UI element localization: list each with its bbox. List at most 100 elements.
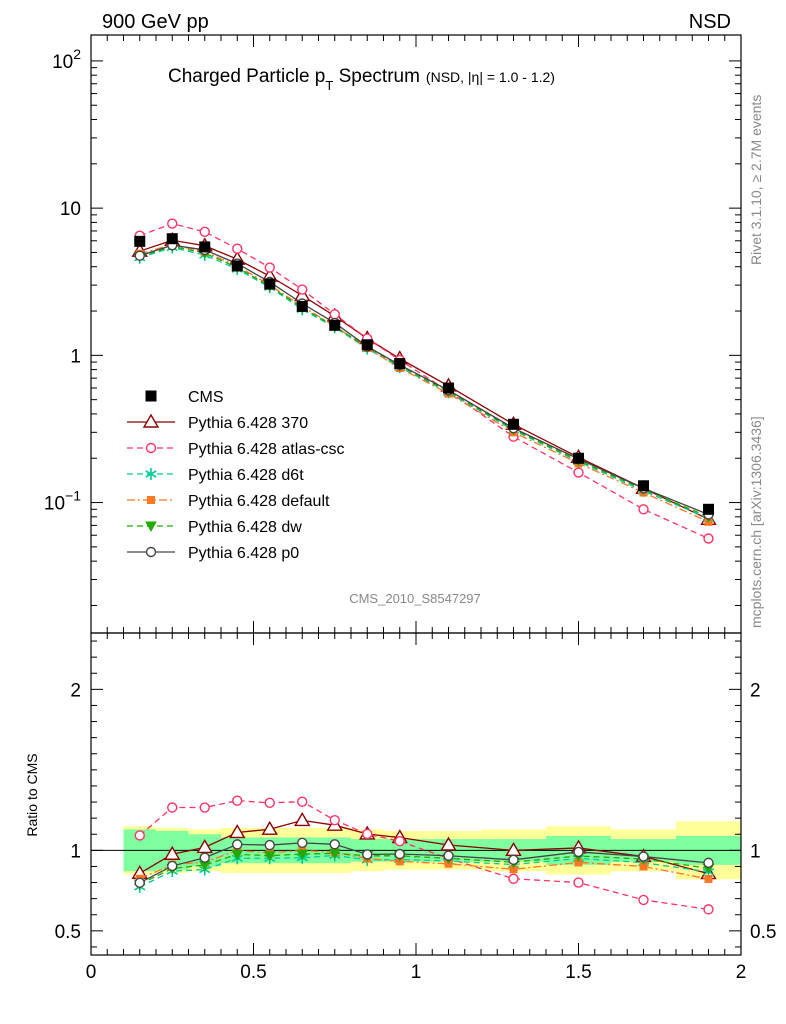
- legend-marker: [147, 496, 155, 504]
- star-stroke: [145, 470, 157, 478]
- x-tick-label: 1: [411, 962, 422, 983]
- ratio-series-line: [139, 854, 709, 888]
- cms-data-point: [394, 358, 406, 370]
- ratio-series-point: [394, 836, 405, 847]
- series-point: [232, 243, 243, 254]
- x-tick-label: 2: [736, 962, 747, 983]
- x-tick-label: 0.5: [240, 962, 266, 983]
- y-tick-label: 1: [70, 346, 81, 367]
- ratio-series-point: [329, 814, 340, 826]
- ratio-series-point: [264, 797, 275, 809]
- series-line: [139, 245, 709, 518]
- ratio-series-point: [509, 865, 518, 874]
- series-point: [638, 504, 649, 515]
- legend-entry-label: Pythia 6.428 370: [188, 415, 308, 432]
- ratio-y-tick-label-right: 1: [750, 841, 761, 862]
- series-point: [264, 262, 275, 273]
- legend-marker: [145, 442, 157, 454]
- header-left: 900 GeV pp: [102, 11, 209, 33]
- legend-entry-label: Pythia 6.428 d6t: [188, 467, 304, 484]
- legend-entry-label: Pythia 6.428 dw: [188, 519, 302, 536]
- ratio-y-tick-label-right: 2: [750, 680, 761, 701]
- chart-title: Charged Particle pT Spectrum (NSD, |η| = …: [168, 66, 555, 93]
- ratio-y-tick-label: 1: [70, 841, 81, 862]
- ratio-series-point: [167, 802, 178, 813]
- cms-data-point: [508, 418, 519, 430]
- ratio-series-point: [263, 851, 276, 862]
- ratio-series-point: [199, 852, 210, 863]
- ratio-series-point: [297, 837, 308, 849]
- y-tick-label: 10−1: [44, 488, 81, 515]
- legend: CMS Pythia 6.428 370 Pythia 6.428 atlas-cs…: [127, 389, 345, 562]
- ratio-series-point: [362, 849, 373, 860]
- ratio-series-line: [139, 852, 709, 885]
- ratio-series-point: [639, 862, 648, 871]
- cms-data-point: [638, 480, 649, 492]
- cms-data-point: [443, 382, 454, 394]
- legend-marker: [142, 413, 160, 428]
- ratio-series-point: [264, 839, 275, 851]
- ratio-y-axis-label: Ratio to CMS: [24, 753, 40, 836]
- ratio-series-point: [134, 830, 145, 841]
- ratio-series-point: [443, 850, 454, 861]
- cms-data-point: [231, 260, 243, 272]
- cms-data-point: [264, 278, 276, 290]
- ratio-series-line: [139, 800, 709, 911]
- ratio-series-point: [229, 824, 246, 839]
- ratio-series-point: [573, 877, 584, 888]
- cms-data-point: [703, 503, 714, 515]
- cms-data-point: [199, 241, 211, 253]
- cms-data-point: [329, 319, 341, 331]
- cms-data-point: [361, 339, 373, 351]
- series-point: [703, 533, 714, 544]
- ratio-y-tick-label-right: 0.5: [750, 922, 776, 943]
- legend-entry-label: CMS: [188, 389, 224, 406]
- ratio-series-point: [134, 877, 145, 889]
- ratio-series-point: [164, 845, 181, 860]
- series-line: [139, 222, 709, 540]
- legend-entry-label: Pythia 6.428 default: [188, 493, 330, 510]
- ratio-series-point: [704, 874, 713, 883]
- mcplots-label: mcplots.cern.ch [arXiv:1306.3436]: [748, 416, 764, 628]
- ratio-series-point: [196, 839, 213, 854]
- y-tick-label: 102: [52, 46, 81, 73]
- ratio-series-point: [638, 894, 649, 906]
- ratio-series-point: [294, 812, 311, 827]
- ratio-series-point: [232, 839, 243, 850]
- ratio-series-line: [139, 849, 709, 880]
- ratio-series-point: [232, 795, 243, 806]
- main-plot-frame: [90, 34, 742, 634]
- legend-marker: [145, 546, 157, 558]
- legend-entry-label: Pythia 6.428 p0: [188, 545, 299, 562]
- ratio-series-point: [231, 849, 244, 861]
- ratio-series-point: [362, 828, 373, 840]
- series-point: [297, 284, 308, 295]
- cms-data-point: [166, 233, 178, 245]
- ratio-series-point: [508, 873, 519, 884]
- cms-data-point: [296, 300, 308, 312]
- ratio-series-point: [573, 846, 584, 858]
- cms-data-point: [134, 235, 146, 247]
- series-point: [167, 218, 178, 229]
- cms-data-point: [573, 452, 584, 464]
- ratio-series-point: [167, 860, 178, 872]
- rivet-label: Rivet 3.1.10, ≥ 2.7M events: [748, 95, 764, 265]
- x-tick-label: 0: [86, 962, 97, 983]
- ratio-series-line: [139, 842, 709, 884]
- ratio-series-point: [574, 858, 583, 867]
- ratio-series-point: [703, 857, 714, 869]
- ratio-series-point: [261, 820, 278, 835]
- ratio-series-point: [508, 854, 519, 866]
- ratio-series-point: [296, 849, 309, 861]
- x-tick-label: 1.5: [565, 962, 591, 983]
- legend-marker: [145, 390, 157, 402]
- ratio-series-point: [329, 839, 340, 850]
- legend-marker: [145, 521, 157, 533]
- series-point: [573, 467, 584, 478]
- ratio-series-point: [199, 802, 210, 813]
- analysis-watermark: CMS_2010_S8547297: [349, 591, 481, 606]
- header-right: NSD: [689, 11, 731, 33]
- series-point: [329, 309, 340, 320]
- ratio-plot-frame: [90, 632, 742, 956]
